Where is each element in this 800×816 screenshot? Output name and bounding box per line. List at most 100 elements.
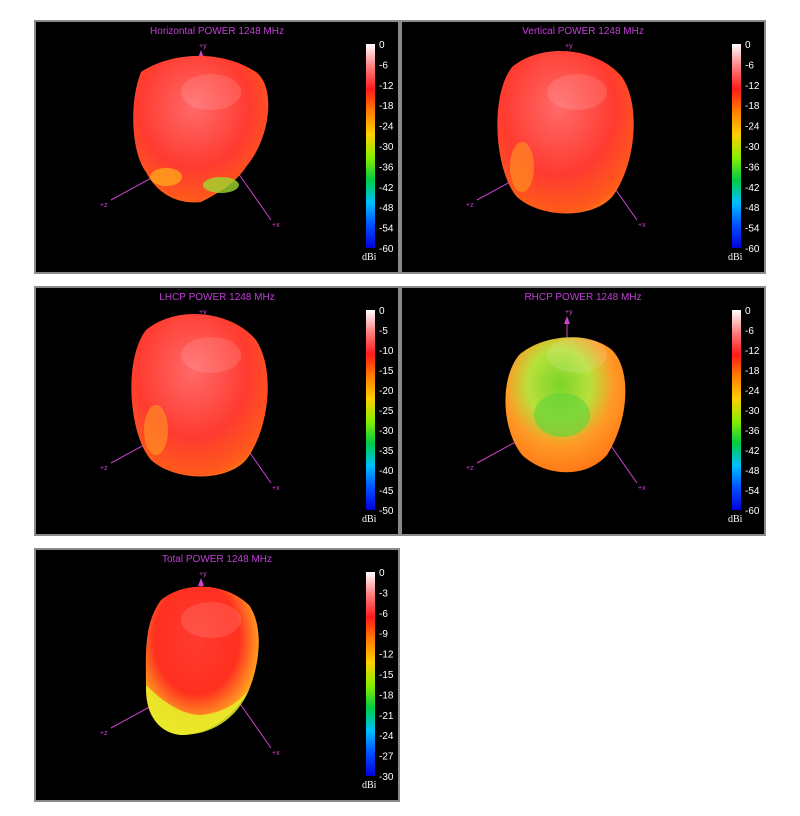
highlight [181, 74, 241, 110]
panel-title: Total POWER 1248 MHz [161, 554, 273, 565]
colorbar-tick-label: -6 [379, 609, 388, 620]
colorbar-tick-label: -21 [379, 711, 394, 722]
colorbar-tick-label: -18 [745, 366, 760, 377]
pattern-body [497, 50, 634, 214]
colorbar [366, 44, 375, 248]
colorbar-tick-label: 0 [379, 306, 385, 317]
axis-label-x: +x [638, 485, 646, 492]
colorbar-unit: dBi [362, 514, 377, 525]
colorbar-tick-label: 0 [379, 40, 385, 51]
pattern-panel-lhcp: LHCP POWER 1248 MHz +y +z +x 0 -5 -10 -15 -20 -2… [34, 286, 400, 536]
colorbar-tick-label: -24 [745, 122, 760, 133]
highlight [181, 602, 241, 638]
colorbar-tick-label: -12 [745, 346, 760, 357]
axis-label-z: +z [100, 465, 108, 472]
colorbar-tick-label: -10 [379, 346, 394, 357]
low-gain-region [534, 393, 590, 437]
colorbar-unit: dBi [728, 514, 743, 525]
colorbar-unit: dBi [362, 780, 377, 791]
axis-label-y: +y [199, 43, 207, 50]
colorbar [366, 310, 375, 510]
axis-label-z: +z [100, 730, 108, 737]
colorbar-tick-label: -36 [745, 162, 760, 173]
colorbar-tick-label: -42 [379, 183, 394, 194]
axis-label-z: +z [100, 202, 108, 209]
colorbar-tick-label: -12 [379, 650, 394, 661]
axis-label-y: +y [565, 43, 573, 50]
colorbar-tick-label: -12 [745, 81, 760, 92]
colorbar-tick-label: -54 [745, 224, 760, 235]
axis-label-x: +x [272, 750, 280, 757]
colorbar-tick-label: 0 [745, 40, 751, 51]
axis-label-x: +x [272, 485, 280, 492]
highlight [181, 337, 241, 373]
colorbar-tick-label: -18 [379, 690, 394, 701]
colorbar-tick-label: -12 [379, 81, 394, 92]
colorbar-tick-label: -48 [745, 466, 760, 477]
colorbar-tick-label: -27 [379, 752, 394, 763]
axis-label-z: +z [466, 202, 474, 209]
axis-label-y: +y [199, 309, 207, 316]
colorbar [366, 572, 375, 776]
colorbar-tick-label: -3 [379, 588, 388, 599]
colorbar-tick-label: -24 [379, 122, 394, 133]
axis-x [235, 697, 272, 749]
colorbar-tick-label: 0 [745, 306, 751, 317]
colorbar-tick-label: -42 [745, 183, 760, 194]
axis-label-x: +x [272, 222, 280, 229]
colorbar-tick-label: -15 [379, 366, 394, 377]
axis-y-arrow [564, 316, 570, 324]
colorbar-tick-label: -20 [379, 386, 394, 397]
colorbar-tick-label: -6 [745, 326, 754, 337]
low-gain-region [203, 177, 239, 193]
colorbar-tick-label: 0 [379, 568, 385, 579]
pattern-panel-vertical: Vertical POWER 1248 MHz +y +z +x 0 -6 -12 -18 -… [400, 20, 766, 274]
colorbar [732, 44, 741, 248]
low-gain-region [144, 405, 168, 455]
colorbar [732, 310, 741, 510]
panel-title: Vertical POWER 1248 MHz [522, 26, 644, 37]
colorbar-tick-label: -30 [379, 142, 394, 153]
colorbar-tick-label: -50 [379, 506, 394, 517]
pattern-body [131, 313, 268, 477]
colorbar-tick-label: -15 [379, 670, 394, 681]
colorbar-tick-label: -48 [379, 203, 394, 214]
pattern-body [505, 337, 626, 473]
pattern-body [133, 55, 269, 203]
colorbar-tick-label: -60 [745, 506, 760, 517]
colorbar-tick-label: -40 [379, 466, 394, 477]
colorbar-tick-label: -35 [379, 446, 394, 457]
colorbar-tick-label: -18 [745, 101, 760, 112]
pattern-panel-rhcp: RHCP POWER 1248 MHz +y +z +x 0 -6 -12 -18 -24 -3… [400, 286, 766, 536]
panel-title: LHCP POWER 1248 MHz [159, 292, 275, 303]
axis-y-arrow [198, 578, 204, 586]
pattern-body [145, 586, 259, 735]
axis-x [235, 169, 272, 221]
colorbar-tick-label: -36 [745, 426, 760, 437]
panel-title: RHCP POWER 1248 MHz [524, 292, 642, 303]
colorbar-tick-label: -54 [745, 486, 760, 497]
low-gain-region [150, 168, 182, 186]
colorbar-tick-label: -30 [745, 142, 760, 153]
colorbar-tick-label: -5 [379, 326, 388, 337]
colorbar-tick-label: -36 [379, 162, 394, 173]
colorbar-unit: dBi [362, 252, 377, 263]
colorbar-tick-label: -42 [745, 446, 760, 457]
axis-label-y: +y [199, 571, 207, 578]
colorbar-unit: dBi [728, 252, 743, 263]
colorbar-tick-label: -45 [379, 486, 394, 497]
axis-label-y: +y [565, 309, 573, 316]
colorbar-tick-label: -24 [745, 386, 760, 397]
colorbar-tick-label: -48 [745, 203, 760, 214]
colorbar-tick-label: -54 [379, 224, 394, 235]
colorbar-tick-label: -18 [379, 101, 394, 112]
axis-label-z: +z [466, 465, 474, 472]
colorbar-tick-label: -24 [379, 731, 394, 742]
low-gain-region [146, 685, 249, 735]
colorbar-tick-label: -30 [745, 406, 760, 417]
highlight [547, 337, 607, 373]
